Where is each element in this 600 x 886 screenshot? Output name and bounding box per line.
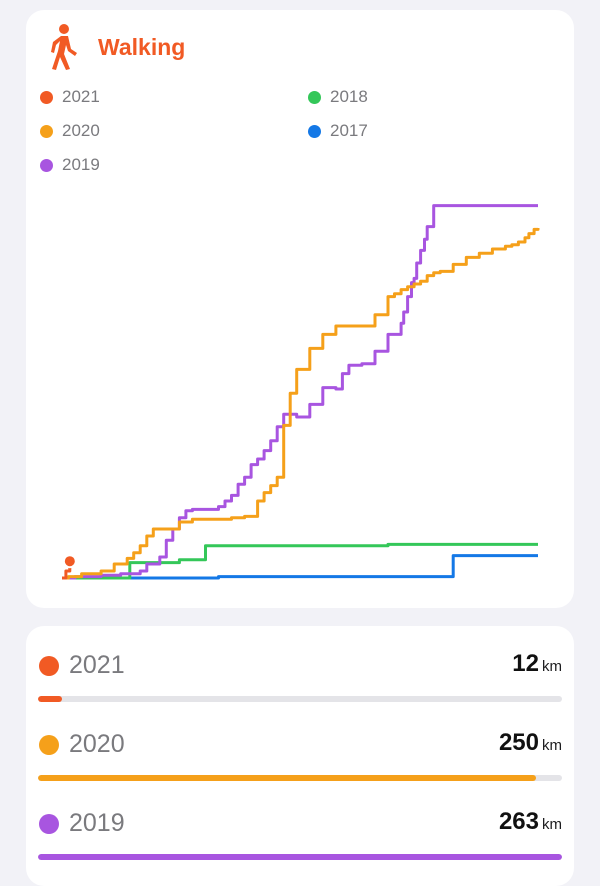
progress-track	[38, 854, 562, 860]
total-distance-value: 250	[498, 729, 539, 756]
legend-dot-2018	[308, 90, 321, 104]
year-dot	[39, 735, 59, 755]
cumulative-distance-chart	[62, 204, 540, 580]
legend-label: 2017	[330, 121, 368, 140]
yearly-totals-card: 2021 12 km 2020 250 km 2019 263 km	[26, 626, 574, 886]
legend-label: 2020	[62, 121, 100, 140]
distance-unit: km	[542, 658, 562, 675]
legend-dot-2021	[40, 90, 53, 104]
walking-person-icon	[51, 24, 77, 70]
chart-card: Walking 2021 2020 2019 2018 2017	[26, 10, 574, 608]
progress-track	[38, 696, 562, 702]
legend-dot-2017	[308, 124, 321, 138]
chart-legend: 2021 2020 2019 2018 2017	[40, 82, 560, 192]
year-label: 2019	[69, 809, 125, 837]
total-distance-value: 263	[498, 808, 539, 835]
year-dot	[39, 656, 59, 676]
legend-dot-2020	[40, 124, 53, 138]
legend-item-2019: 2019	[40, 155, 100, 175]
legend-item-2021: 2021	[40, 87, 100, 107]
progress-track	[38, 775, 562, 781]
progress-fill	[38, 775, 536, 781]
total-value-group: 250 km	[499, 729, 562, 757]
total-distance-value: 12	[512, 650, 539, 677]
series-line-2020	[62, 227, 540, 580]
activity-header: Walking	[44, 22, 185, 72]
legend-item-2018: 2018	[308, 87, 368, 107]
legend-dot-2019	[40, 158, 53, 172]
legend-item-2020: 2020	[40, 121, 100, 141]
distance-unit: km	[542, 737, 562, 754]
total-value-group: 12 km	[512, 650, 562, 678]
total-value-group: 263 km	[499, 808, 562, 836]
progress-fill	[38, 696, 63, 702]
year-label: 2021	[69, 651, 125, 679]
legend-label: 2018	[330, 87, 368, 106]
total-row-2021[interactable]: 2021 12 km	[38, 640, 562, 710]
year-dot	[39, 814, 59, 834]
distance-unit: km	[542, 816, 562, 833]
total-row-2019[interactable]: 2019 263 km	[38, 798, 562, 868]
series-line-2018	[62, 542, 538, 580]
legend-item-2017: 2017	[308, 121, 368, 141]
total-row-2020[interactable]: 2020 250 km	[38, 719, 562, 789]
legend-label: 2019	[62, 155, 100, 174]
current-point-2021	[62, 554, 77, 569]
series-line-2017	[62, 554, 538, 580]
year-label: 2020	[69, 730, 125, 758]
activity-title: Walking	[98, 33, 186, 60]
legend-label: 2021	[62, 87, 100, 106]
progress-fill	[38, 854, 562, 860]
